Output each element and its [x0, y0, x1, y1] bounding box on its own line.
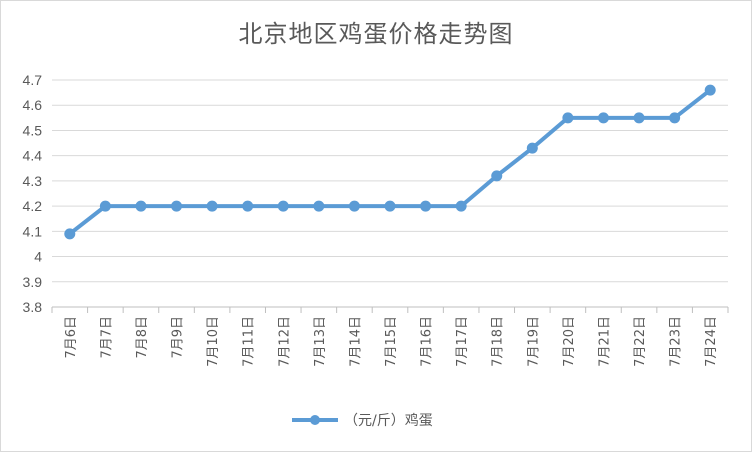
x-tick-label: 7月9日 — [171, 316, 186, 359]
x-tick-label: 7月15日 — [384, 316, 399, 367]
x-tick-label: 7月12日 — [277, 316, 292, 367]
chart-title: 北京地区鸡蛋价格走势图 — [238, 20, 514, 48]
data-point — [455, 200, 467, 212]
y-tick-label: 3.8 — [23, 299, 43, 315]
series-line — [68, 88, 712, 236]
x-tick-label: 7月22日 — [633, 316, 648, 367]
y-tick-label: 3.9 — [23, 274, 43, 290]
y-axis-ticks: 3.8 3.9 4 4.1 4.2 4.3 4.4 4.5 4.6 4.7 — [23, 72, 43, 315]
y-tick-label: 4.4 — [23, 148, 43, 164]
x-tick-label: 7月21日 — [597, 316, 612, 367]
x-tick-label: 7月11日 — [242, 316, 257, 367]
data-point — [135, 200, 147, 212]
x-tick-label: 7月19日 — [526, 316, 541, 367]
x-tick-label: 7月13日 — [313, 316, 328, 367]
x-tick-label: 7月20日 — [562, 316, 577, 367]
y-tick-label: 4.5 — [23, 122, 43, 138]
gridlines — [52, 79, 728, 308]
x-tick-label: 7月7日 — [99, 316, 114, 359]
y-tick-label: 4.6 — [23, 97, 43, 113]
legend-label: （元/斤）鸡蛋 — [344, 412, 433, 429]
y-tick-label: 4 — [34, 249, 42, 265]
x-tick-label: 7月10日 — [206, 316, 221, 367]
data-point — [491, 170, 503, 182]
data-point — [562, 112, 574, 124]
data-point — [633, 112, 645, 124]
x-tick-label: 7月14日 — [348, 316, 363, 367]
x-axis — [51, 306, 729, 313]
y-tick-label: 4.3 — [23, 173, 43, 189]
y-tick-label: 4.2 — [23, 198, 43, 214]
data-point — [348, 200, 360, 212]
x-tick-label: 7月6日 — [64, 316, 79, 359]
legend: （元/斤）鸡蛋 — [292, 412, 433, 429]
data-point — [384, 200, 396, 212]
data-point — [313, 200, 325, 212]
data-point — [171, 200, 183, 212]
x-tick-label: 7月8日 — [135, 316, 150, 359]
data-point — [420, 200, 432, 212]
data-point — [206, 200, 218, 212]
data-point — [669, 112, 681, 124]
data-point — [526, 142, 538, 154]
data-point — [704, 84, 716, 96]
x-tick-label: 7月18日 — [491, 316, 506, 367]
y-tick-label: 4.1 — [23, 223, 43, 239]
x-axis-ticks: 7月6日 7月7日 7月8日 7月9日 7月10日 7月11日 7月12日 7月13日 7月14… — [64, 316, 719, 367]
x-tick-label: 7月16日 — [420, 316, 435, 367]
data-point — [64, 228, 76, 240]
data-point — [277, 200, 289, 212]
data-point — [99, 200, 111, 212]
x-tick-label: 7月23日 — [669, 316, 684, 367]
x-tick-label: 7月17日 — [455, 316, 470, 367]
y-tick-label: 4.7 — [23, 72, 43, 88]
data-point — [242, 200, 254, 212]
legend-marker — [310, 415, 320, 425]
x-tick-label: 7月24日 — [704, 316, 719, 367]
series-layer — [64, 84, 716, 240]
data-point — [597, 112, 609, 124]
